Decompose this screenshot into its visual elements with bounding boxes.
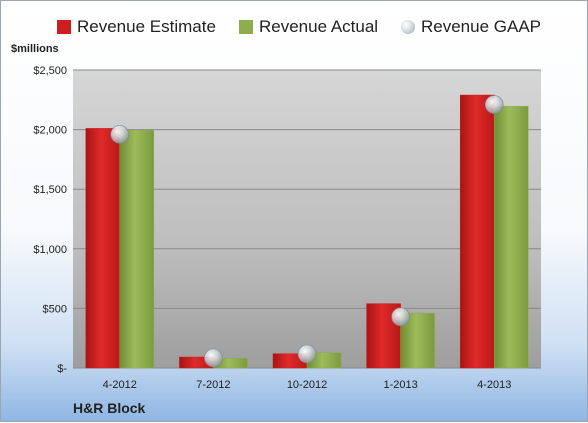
estimate-bar bbox=[85, 128, 121, 369]
x-tick-label: 1-2013 bbox=[383, 379, 417, 391]
gaap-marker bbox=[110, 125, 130, 144]
legend-item-gaap: Revenue GAAP bbox=[401, 17, 541, 37]
x-tick-label: 10-2012 bbox=[287, 379, 327, 391]
legend-item-actual: Revenue Actual bbox=[239, 17, 378, 37]
y-tick-label: $1,000 bbox=[33, 244, 67, 256]
y-tick-label: $500 bbox=[43, 303, 67, 315]
legend-label-actual: Revenue Actual bbox=[259, 17, 379, 36]
legend-label-gaap: Revenue GAAP bbox=[421, 17, 542, 36]
company-name: H&R Block bbox=[73, 400, 146, 416]
y-axis-unit-label: $millions bbox=[11, 43, 59, 55]
y-tick-label: $- bbox=[57, 363, 67, 375]
actual-swatch bbox=[239, 20, 253, 34]
x-tick-label: 7-2012 bbox=[196, 379, 230, 391]
legend-item-estimate: Revenue Estimate bbox=[57, 17, 216, 37]
gaap-marker-swatch bbox=[401, 20, 415, 34]
gaap-marker bbox=[391, 307, 410, 327]
legend-label-estimate: Revenue Estimate bbox=[77, 17, 216, 36]
x-tick-label: 4-2013 bbox=[477, 379, 511, 391]
gaap-marker bbox=[484, 95, 504, 114]
x-tick-label: 4-2012 bbox=[103, 379, 137, 391]
estimate-swatch bbox=[57, 20, 71, 34]
gaap-marker bbox=[204, 348, 223, 368]
actual-bar bbox=[493, 106, 529, 369]
actual-bar bbox=[119, 129, 155, 369]
y-tick-label: $2,000 bbox=[33, 125, 67, 137]
y-tick-label: $1,500 bbox=[33, 184, 67, 196]
gaap-marker bbox=[297, 344, 317, 364]
estimate-bar bbox=[459, 94, 495, 369]
legend: Revenue Estimate Revenue Actual Revenue … bbox=[1, 17, 588, 43]
y-tick-label: $2,500 bbox=[33, 65, 67, 77]
